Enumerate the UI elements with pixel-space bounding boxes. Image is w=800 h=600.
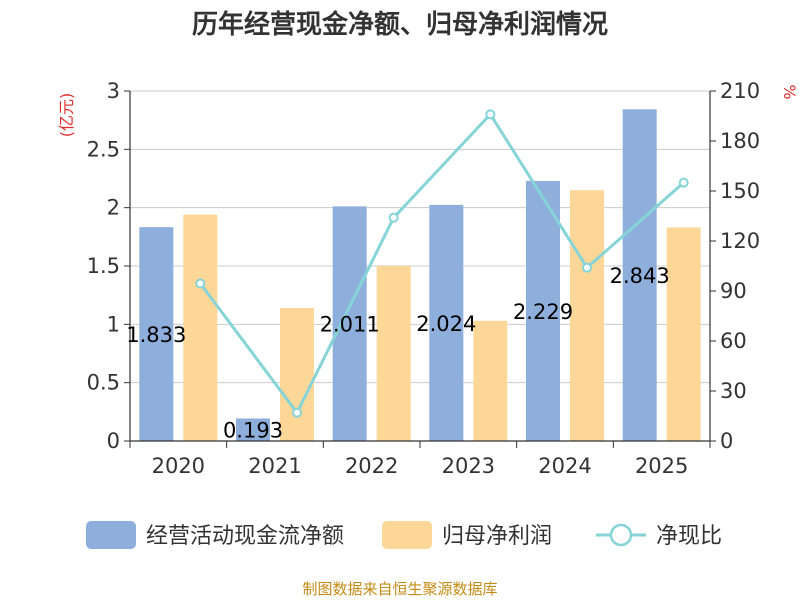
bar-netprofit-2023 [473, 320, 508, 441]
y-right-tick-label: 120 [720, 229, 760, 253]
y-left-tick-label: 0.5 [87, 371, 120, 395]
data-label-cashflow-2023: 2.024 [416, 312, 476, 336]
data-label-cashflow-2025: 2.843 [610, 264, 670, 288]
y-right-tick-label: 30 [720, 379, 747, 403]
source-note: 制图数据来自恒生聚源数据库 [302, 580, 497, 598]
bar-cashflow-2021 [236, 418, 270, 441]
y-right-tick-label: 210 [720, 79, 760, 103]
ratio-point-2020 [195, 278, 206, 289]
bar-netprofit-2025 [666, 227, 701, 441]
ratio-line [195, 109, 689, 418]
y-right-unit-label: % [780, 84, 799, 99]
legend-swatch-cashflow[interactable] [86, 521, 136, 549]
chart-title: 历年经营现金净额、归母净利润情况 [192, 9, 608, 40]
bar-cashflow-2023 [429, 204, 464, 441]
y-left-tick-label: 1 [107, 312, 120, 336]
bars [139, 109, 701, 442]
x-tick-label: 2020 [152, 454, 205, 478]
ratio-point-2025 [678, 177, 689, 188]
y-right-tick-label: 60 [720, 329, 747, 353]
ratio-point-2023 [485, 109, 496, 120]
x-tick-label: 2021 [248, 454, 301, 478]
bar-cashflow-2024 [526, 180, 560, 441]
data-label-cashflow-2021: 0.193 [223, 419, 283, 443]
bar-netprofit-2024 [570, 190, 604, 441]
y-right-tick-label: 90 [720, 279, 747, 303]
y-left-tick-label: 1.5 [87, 254, 120, 278]
y-right-tick-label: 150 [720, 179, 760, 203]
bar-cashflow-2025 [622, 109, 657, 442]
x-tick-label: 2024 [538, 454, 591, 478]
ratio-point-2021 [292, 407, 302, 418]
legend-label-netprofit[interactable]: 归母净利润 [442, 524, 552, 549]
legend-label-cashflow[interactable]: 经营活动现金流净额 [146, 524, 344, 549]
y-left-tick-label: 2.5 [87, 137, 120, 161]
ratio-point-2024 [582, 262, 592, 273]
data-label-cashflow-2020: 1.833 [126, 323, 186, 347]
ratio-point-2022 [388, 212, 399, 223]
x-tick-label: 2023 [442, 454, 495, 478]
bar-netprofit-2022 [376, 266, 411, 441]
bar-cashflow-2022 [332, 206, 367, 441]
y-left-tick-label: 3 [107, 79, 120, 103]
data-labels: 1.833 0.193 2.011 2.024 2.229 2.843 [126, 264, 669, 443]
data-label-cashflow-2022: 2.011 [320, 313, 380, 337]
y-left-tick-label: 0 [107, 429, 120, 453]
legend-swatch-netprofit[interactable] [382, 521, 432, 549]
y-right-tick-label: 180 [720, 129, 760, 153]
data-label-cashflow-2024: 2.229 [513, 300, 573, 324]
bar-netprofit-2021 [280, 308, 314, 441]
legend-label-ratio[interactable]: 净现比 [656, 524, 722, 549]
ratio-line-path [199, 112, 685, 415]
x-tick-label: 2025 [635, 454, 688, 478]
y-right-tick-label: 0 [720, 429, 733, 453]
legend-marker-ratio[interactable] [609, 523, 633, 547]
legend[interactable]: 经营活动现金流净额 归母净利润 净现比 [86, 521, 722, 549]
y-left-unit-label: (亿元) [57, 93, 76, 138]
bar-netprofit-2020 [183, 214, 218, 441]
gridlines [130, 90, 710, 384]
x-tick-label: 2022 [345, 454, 398, 478]
bar-cashflow-2020 [139, 227, 174, 441]
y-left-tick-label: 2 [107, 196, 120, 220]
